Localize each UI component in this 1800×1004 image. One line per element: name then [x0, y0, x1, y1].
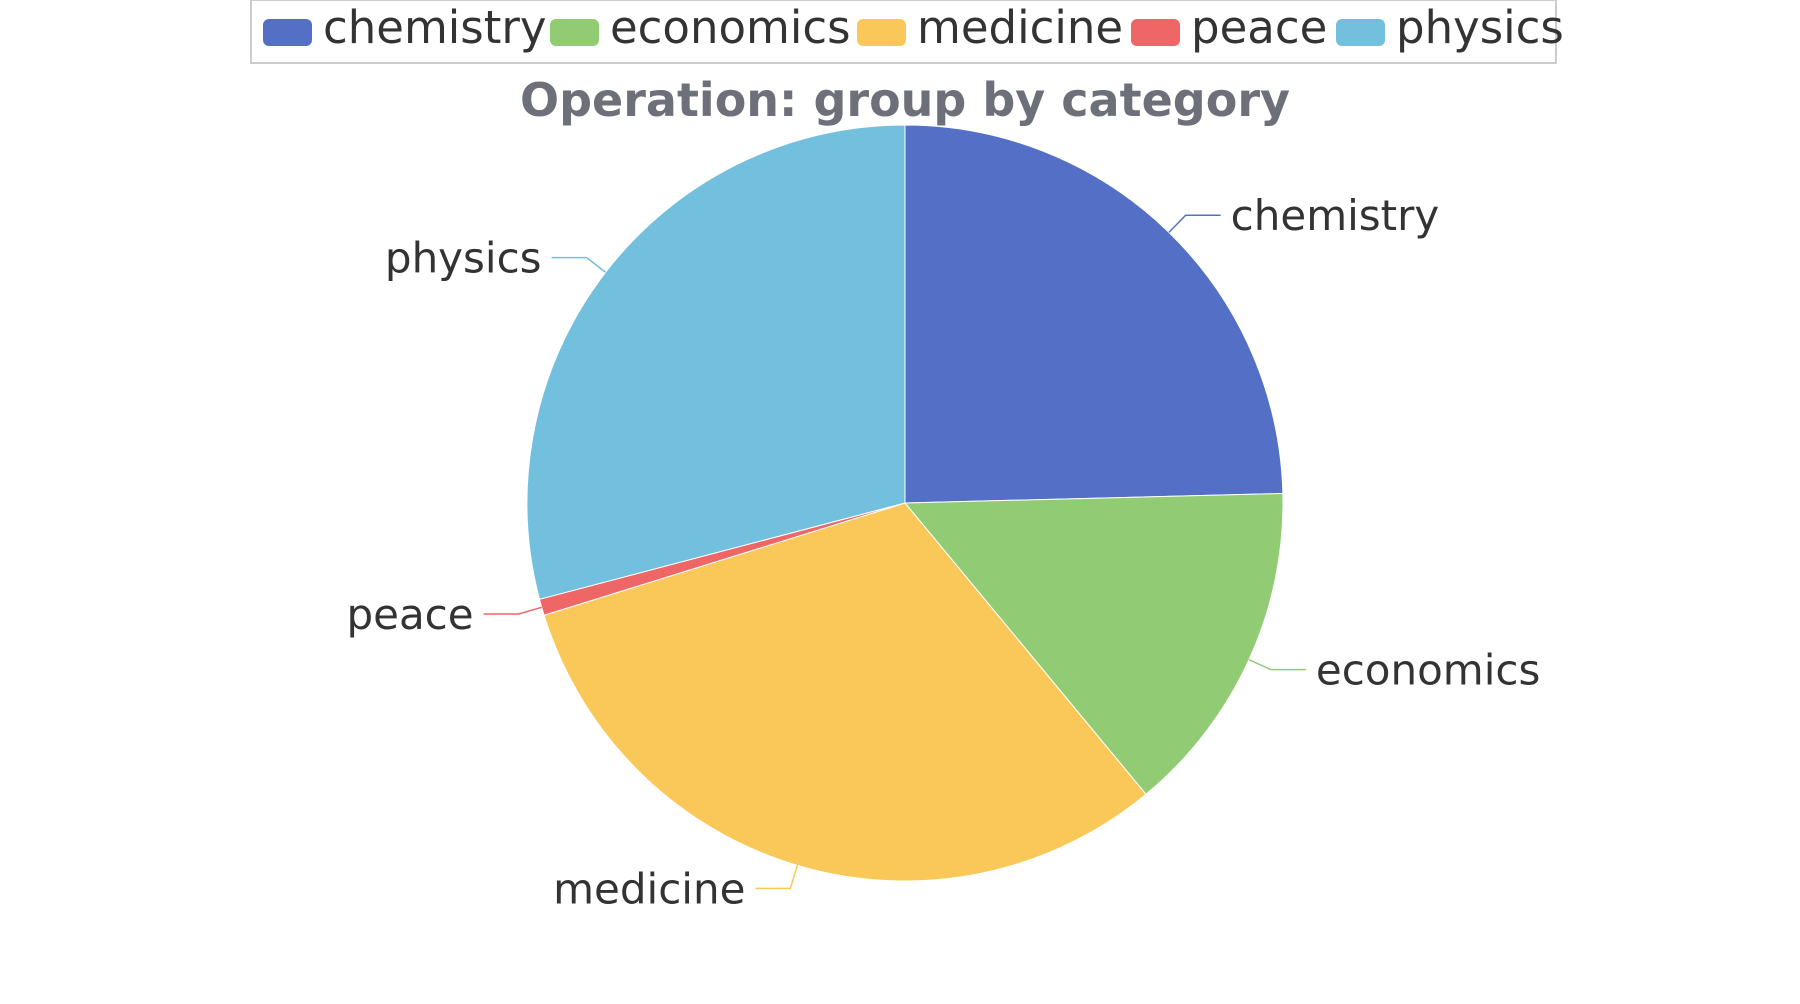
chart-title: Operation: group by category: [520, 73, 1290, 127]
pie-slice-physics[interactable]: [526, 124, 906, 600]
legend-label-chemistry[interactable]: chemistry: [323, 1, 547, 54]
legend: chemistry economics medicine peace physics: [250, 0, 1564, 64]
leader-line-medicine: [755, 865, 798, 890]
leader-line-physics: [551, 256, 607, 273]
label-leader-lines: [483, 214, 1306, 890]
legend-label-medicine[interactable]: medicine: [917, 1, 1123, 54]
pie-slice-chemistry[interactable]: [904, 124, 1284, 504]
pie-slices: [526, 124, 1284, 882]
legend-swatch-physics: [1336, 19, 1385, 46]
legend-label-economics[interactable]: economics: [610, 1, 851, 54]
slice-label-economics: economics: [1316, 646, 1541, 695]
legend-swatch-economics: [550, 19, 599, 46]
legend-label-physics[interactable]: physics: [1396, 1, 1564, 54]
slice-labels: chemistry economics medicine peace physics: [346, 191, 1540, 913]
leader-line-chemistry: [1168, 214, 1221, 233]
legend-swatch-chemistry: [263, 19, 312, 46]
leader-line-peace: [483, 606, 542, 615]
legend-swatch-peace: [1131, 19, 1180, 46]
legend-label-peace[interactable]: peace: [1191, 1, 1327, 54]
legend-swatch-medicine: [857, 19, 906, 46]
slice-label-peace: peace: [346, 590, 473, 639]
slice-label-medicine: medicine: [553, 864, 745, 913]
slice-label-physics: physics: [385, 234, 542, 283]
leader-line-economics: [1248, 658, 1306, 671]
slice-label-chemistry: chemistry: [1231, 191, 1440, 240]
